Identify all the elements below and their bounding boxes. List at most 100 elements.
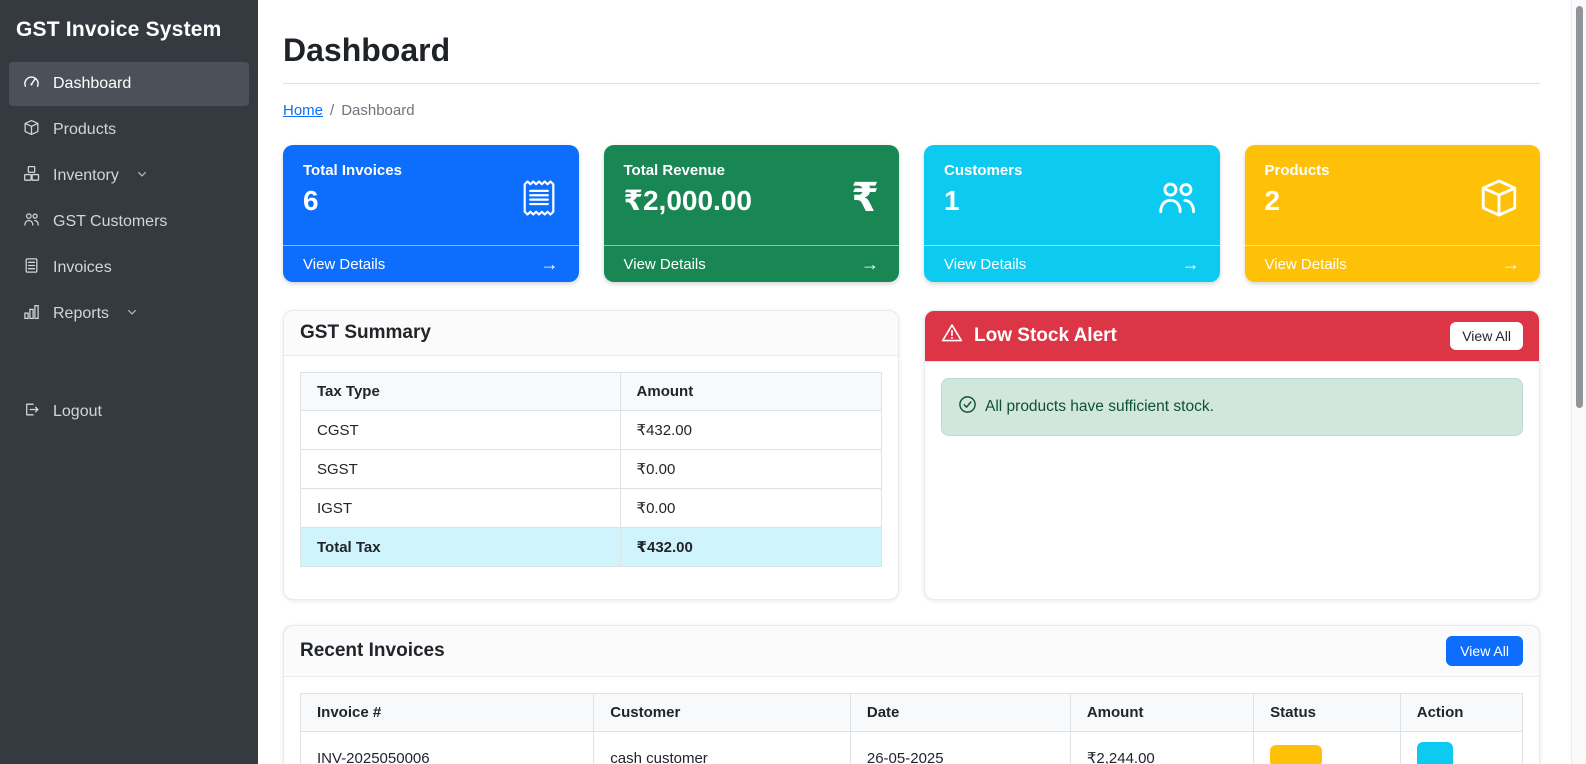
column-header: Date	[849, 693, 1071, 732]
column-header: Invoice #	[299, 693, 595, 732]
action-cell	[1399, 731, 1524, 764]
breadcrumb-current: Dashboard	[341, 102, 415, 119]
sidebar-item-label: Reports	[53, 305, 110, 322]
sidebar-item-label: Invoices	[53, 259, 112, 276]
amount-cell: ₹432.00	[619, 410, 883, 450]
total-tax-amount: ₹432.00	[619, 527, 883, 567]
total-tax-label: Total Tax	[300, 527, 621, 567]
table-row: INV-2025050006 cash customer 26-05-2025 …	[299, 731, 1524, 764]
arrow-right-icon: →	[540, 253, 559, 274]
table-row: CGST ₹432.00	[300, 410, 883, 450]
sidebar-item-label: Logout	[53, 403, 102, 420]
low-stock-view-all-button[interactable]: View All	[1450, 322, 1523, 350]
view-invoice-button[interactable]	[1416, 742, 1453, 764]
column-header: Amount	[1069, 693, 1255, 732]
sidebar-item-reports[interactable]: Reports	[9, 292, 249, 336]
stat-card-value: ₹2,000.00	[623, 185, 752, 216]
receipt-icon	[23, 257, 40, 279]
stat-card-body: Products 2	[1245, 145, 1541, 245]
vertical-scrollbar-track[interactable]	[1571, 0, 1586, 764]
table-header-row: Invoice # Customer Date Amount Status Ac…	[299, 693, 1524, 732]
date-cell: 26-05-2025	[849, 731, 1071, 764]
view-details-label: View Details	[303, 255, 386, 273]
table-header-row: Tax Type Amount	[300, 372, 883, 411]
column-header: Status	[1253, 693, 1401, 732]
header-divider	[283, 83, 1540, 84]
sidebar-item-gst-customers[interactable]: GST Customers	[9, 200, 249, 244]
stat-card-value: 2	[1264, 185, 1281, 216]
tax-type-cell: CGST	[300, 410, 621, 450]
table-row: SGST ₹0.00	[300, 449, 883, 489]
sidebar-item-label: GST Customers	[53, 213, 168, 230]
sidebar-item-label: Products	[53, 121, 117, 138]
recent-invoices-table: Invoice # Customer Date Amount Status Ac…	[299, 693, 1524, 764]
column-header: Tax Type	[300, 372, 621, 411]
tax-type-cell: SGST	[300, 449, 621, 489]
stat-card-value: 6	[303, 185, 319, 216]
receipt-icon	[519, 176, 559, 220]
view-details-link[interactable]: View Details →	[603, 245, 899, 282]
arrow-right-icon: →	[861, 253, 879, 274]
boxes-icon	[23, 165, 40, 187]
stat-card-value: 1	[944, 185, 960, 216]
amount-cell: ₹2,244.00	[1069, 731, 1255, 764]
view-details-label: View Details	[623, 255, 706, 273]
view-details-link[interactable]: View Details →	[924, 245, 1220, 282]
speedometer-icon	[23, 73, 40, 95]
gst-summary-header: GST Summary	[284, 311, 898, 356]
arrow-right-icon: →	[1181, 253, 1200, 274]
recent-invoices-panel: Recent Invoices View All Invoice # Custo…	[283, 625, 1540, 764]
stat-card-products: Products 2 View Details →	[1244, 145, 1541, 282]
logout-icon	[23, 401, 40, 423]
breadcrumb: Home / Dashboard	[283, 102, 1540, 119]
warning-triangle-icon	[941, 322, 963, 350]
view-details-label: View Details	[944, 255, 1027, 273]
sufficient-stock-alert: All products have sufficient stock.	[941, 378, 1523, 436]
stat-cards-row: Total Invoices 6 View Details →	[283, 145, 1540, 282]
stat-card-body: Total Invoices 6	[283, 145, 579, 245]
app-title: GST Invoice System	[16, 18, 222, 41]
breadcrumb-separator: /	[330, 102, 335, 119]
amount-cell: ₹0.00	[619, 488, 883, 528]
view-details-link[interactable]: View Details →	[1244, 245, 1540, 282]
customer-cell: cash customer	[593, 731, 851, 764]
sidebar-item-logout[interactable]: Logout	[9, 390, 249, 434]
cube-icon	[1478, 177, 1520, 219]
gst-summary-title: GST Summary	[300, 322, 431, 343]
rupee-icon: ₹	[851, 175, 879, 220]
chevron-down-icon	[136, 167, 148, 185]
sidebar-item-invoices[interactable]: Invoices	[9, 246, 249, 290]
column-header: Customer	[593, 693, 851, 732]
amount-cell: ₹0.00	[619, 449, 883, 489]
sufficient-stock-message: All products have sufficient stock.	[985, 398, 1214, 415]
status-cell	[1253, 731, 1401, 764]
people-icon	[1154, 177, 1200, 219]
sidebar-item-inventory[interactable]: Inventory	[9, 154, 249, 198]
gst-summary-panel: GST Summary Tax Type Amount CGST ₹432.00	[283, 310, 899, 600]
stat-card-customers: Customers 1 View Details →	[924, 145, 1220, 282]
stat-card-label: Total Invoices	[303, 162, 402, 179]
stat-card-body: Total Revenue ₹2,000.00 ₹	[604, 145, 900, 245]
stat-card-label: Products	[1264, 162, 1330, 179]
panels-row: GST Summary Tax Type Amount CGST ₹432.00	[283, 310, 1540, 600]
recent-invoices-view-all-button[interactable]: View All	[1446, 636, 1523, 666]
stat-card-total-invoices: Total Invoices 6 View Details →	[283, 145, 579, 282]
stat-card-body: Customers 1	[924, 145, 1220, 245]
column-header: Action	[1399, 693, 1524, 732]
recent-invoices-title: Recent Invoices	[300, 640, 445, 661]
gst-summary-table: Tax Type Amount CGST ₹432.00 SGST ₹0.00	[300, 372, 883, 567]
low-stock-alert-title: Low Stock Alert	[974, 325, 1117, 346]
page-title: Dashboard	[283, 32, 451, 68]
sidebar-item-dashboard[interactable]: Dashboard	[9, 62, 249, 106]
table-row: IGST ₹0.00	[300, 488, 883, 528]
sidebar-item-products[interactable]: Products	[9, 108, 249, 152]
view-details-link[interactable]: View Details →	[283, 245, 579, 282]
low-stock-alert-panel: Low Stock Alert View All All products ha…	[924, 310, 1540, 600]
sidebar-item-label: Inventory	[53, 167, 119, 184]
view-details-label: View Details	[1264, 255, 1347, 273]
sidebar-item-label: Dashboard	[53, 75, 132, 92]
breadcrumb-home-link[interactable]: Home	[283, 102, 324, 119]
vertical-scrollbar-thumb[interactable]	[1576, 6, 1583, 408]
bar-chart-icon	[23, 303, 40, 325]
check-circle-icon	[958, 395, 977, 419]
